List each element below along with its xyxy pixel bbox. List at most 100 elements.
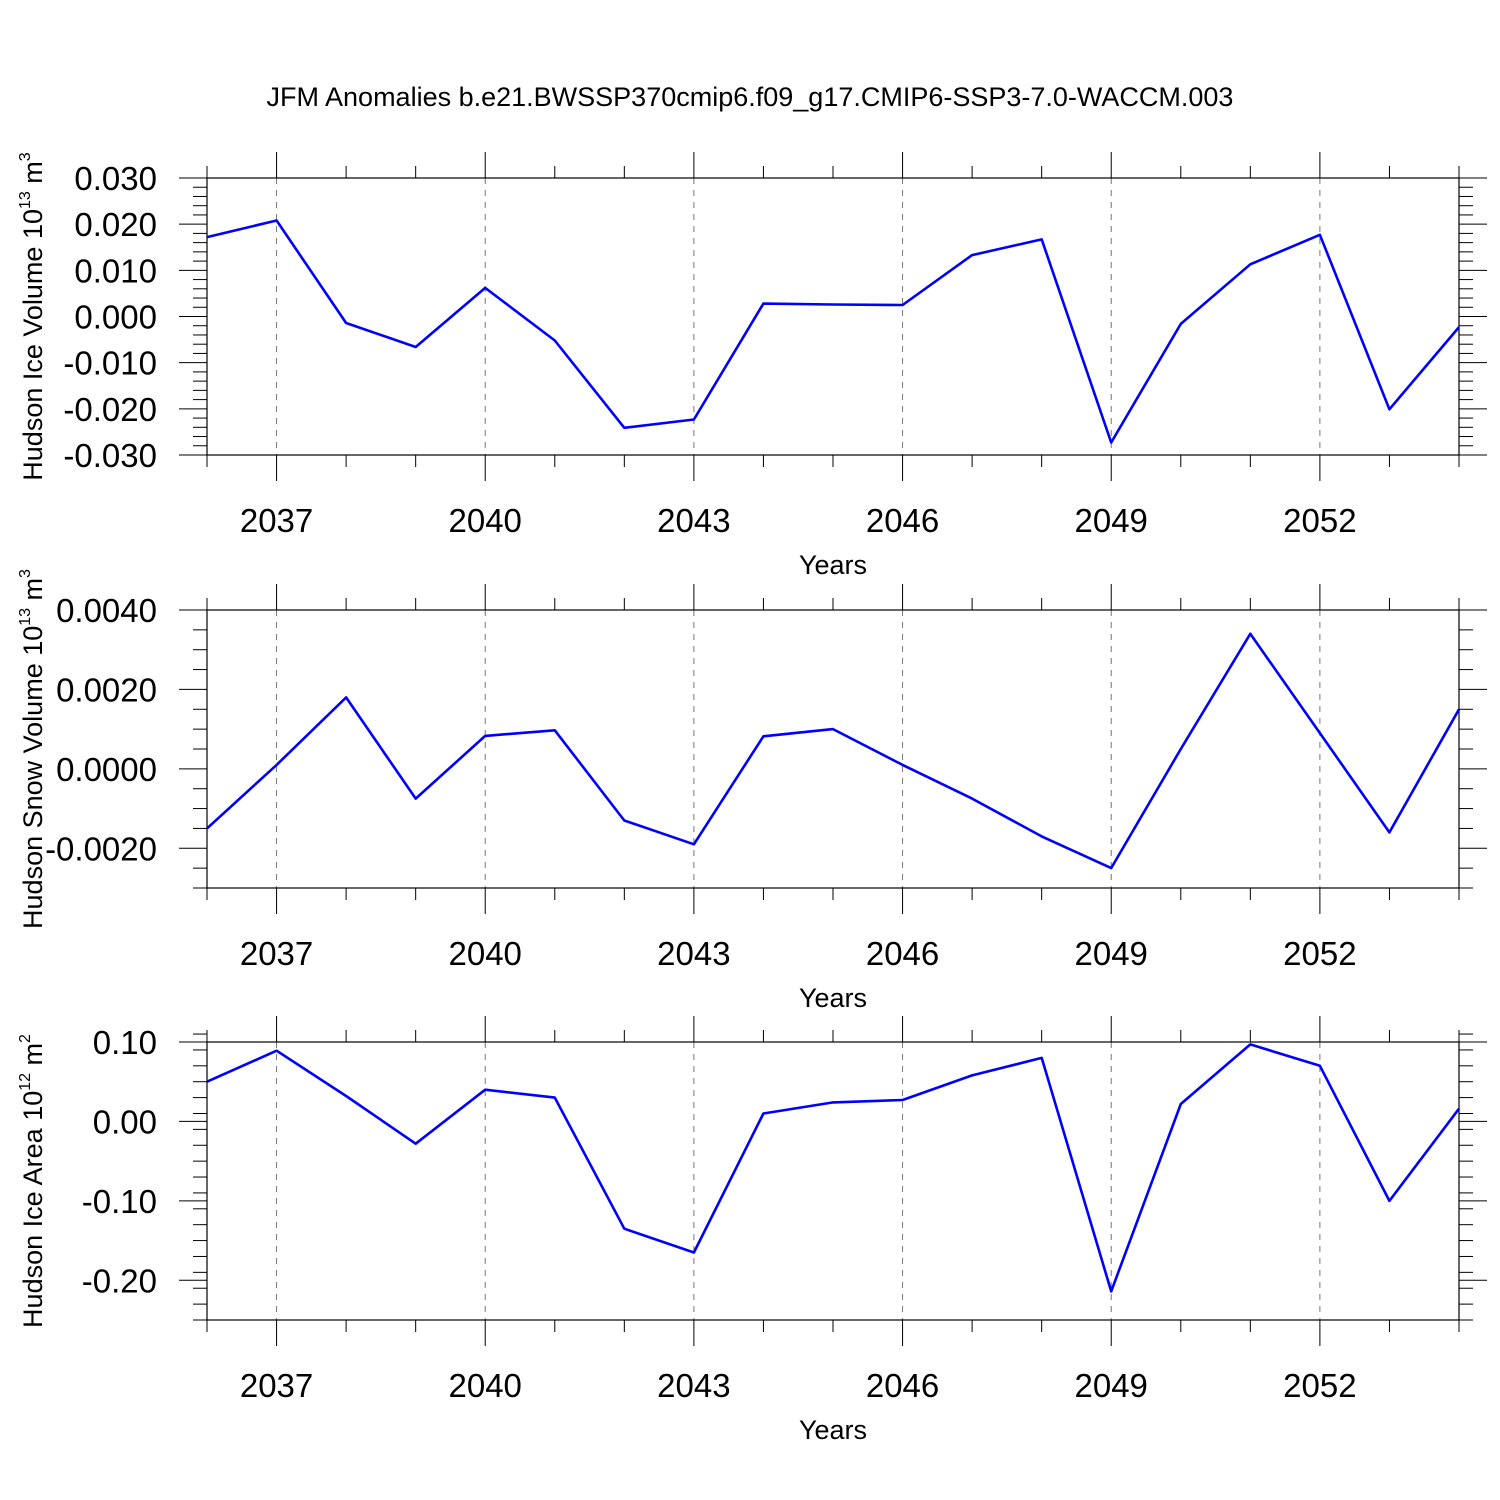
data-point [761,302,765,306]
figure-title: JFM Anomalies b.e21.BWSSP370cmip6.f09_g1… [267,82,1234,112]
y-tick-label: 0.10 [93,1024,157,1061]
x-tick-label: 2040 [449,935,522,972]
panel-1: 2037 2040 2043 2046 2049 2052 0.030 0.020 0.010 0… [17,152,1487,580]
x-tick-label: 2052 [1283,935,1356,972]
data-point [483,1088,487,1092]
data-point [344,695,348,699]
data-point [1040,1056,1044,1060]
data-point [1318,233,1322,237]
data-point [622,1227,626,1231]
x-axis-label: Years [799,1415,867,1445]
x-tick-label: 2046 [866,1367,939,1404]
data-point [901,1098,905,1102]
y-tick-label: 0.030 [74,160,157,197]
x-tick-label: 2037 [240,502,313,539]
series-line [206,1043,1461,1293]
data-point [553,1096,557,1100]
data-point [761,734,765,738]
x-tick-label: 2046 [866,935,939,972]
y-tick-label: 0.010 [74,252,157,289]
data-point [831,1100,835,1104]
y-tick-label: -0.010 [63,345,157,382]
data-point [1109,1289,1113,1293]
data-point [1179,1102,1183,1106]
data-point [344,321,348,325]
data-point [414,797,418,801]
x-tick-label: 2037 [240,1367,313,1404]
data-point [1387,407,1391,411]
x-tick-label: 2049 [1075,935,1148,972]
y-axis-label: Hudson Snow Volume 1013 m3 [17,569,48,929]
x-tick-label: 2043 [657,935,730,972]
plot-frame [206,177,1460,456]
y-tick-label: 0.020 [74,206,157,243]
data-point [970,797,974,801]
data-point [831,727,835,731]
data-point [275,1049,279,1053]
data-point [901,763,905,767]
x-tick-label: 2049 [1075,502,1148,539]
data-point [344,1094,348,1098]
data-point [1387,830,1391,834]
series-line [206,632,1461,870]
data-point [970,1073,974,1077]
data-point [414,345,418,349]
data-point [275,763,279,767]
data-point [831,302,835,306]
y-tick-label: -0.0020 [45,830,157,867]
data-point [692,417,696,421]
data-point [622,818,626,822]
data-point [692,842,696,846]
panel-2: 2037 2040 2043 2046 2049 2052 0.0040 0.0020 0.00… [17,569,1487,1013]
x-axis-label: Years [799,983,867,1013]
y-tick-label: 0.000 [74,299,157,336]
data-point [1179,322,1183,326]
data-point [901,303,905,307]
y-tick-label: -0.20 [82,1262,157,1299]
panel-3: 2037 2040 2043 2046 2049 2052 0.10 0.00 -0.10 -0.… [17,1016,1487,1445]
data-point [1387,1199,1391,1203]
data-point [205,826,209,830]
data-point [1248,262,1252,266]
x-tick-label: 2040 [449,502,522,539]
data-point [483,286,487,290]
x-tick-label: 2052 [1283,502,1356,539]
data-point [1109,866,1113,870]
y-axis-label: Hudson Ice Volume 1013 m3 [17,152,48,481]
data-point [622,426,626,430]
panels: 2037 2040 2043 2046 2049 2052 0.030 0.020 0.010 0… [17,152,1487,1445]
data-point [205,1080,209,1084]
x-tick-label: 2049 [1075,1367,1148,1404]
plot-frame [206,1041,1460,1321]
x-axis-label: Years [799,550,867,580]
y-tick-label: 0.00 [93,1103,157,1140]
data-point [414,1142,418,1146]
data-point [1109,441,1113,445]
data-point [1248,632,1252,636]
data-point [1040,834,1044,838]
data-point [970,253,974,257]
data-point [275,218,279,222]
data-point [1179,747,1183,751]
x-tick-label: 2043 [657,1367,730,1404]
plot-frame [206,609,1460,889]
y-tick-label: -0.030 [63,437,157,474]
data-point [1457,325,1461,329]
y-tick-label: 0.0040 [56,592,157,629]
y-tick-label: 0.0020 [56,671,157,708]
x-tick-label: 2052 [1283,1367,1356,1404]
x-tick-label: 2040 [449,1367,522,1404]
data-point [205,235,209,239]
y-axis-label: Hudson Ice Area 1012 m2 [17,1034,48,1328]
series-line [206,219,1460,444]
y-tick-label: -0.10 [82,1183,157,1220]
data-point [483,734,487,738]
data-point [1248,1042,1252,1046]
data-point [1318,731,1322,735]
data-point [553,339,557,343]
y-tick-label: 0.0000 [56,751,157,788]
data-point [553,728,557,732]
x-tick-label: 2046 [866,502,939,539]
data-point [761,1111,765,1115]
